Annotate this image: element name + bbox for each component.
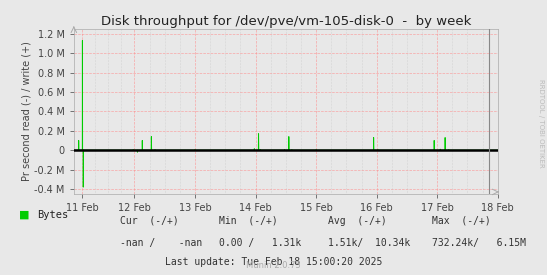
Text: RRDTOOL / TOBI OETIKER: RRDTOOL / TOBI OETIKER — [538, 79, 544, 168]
Text: ■: ■ — [19, 210, 30, 219]
Y-axis label: Pr second read (-) / write (+): Pr second read (-) / write (+) — [21, 42, 32, 181]
Text: Bytes: Bytes — [37, 210, 68, 219]
Text: Max  (-/+): Max (-/+) — [432, 216, 491, 226]
Text: Avg  (-/+): Avg (-/+) — [328, 216, 387, 226]
Text: 1.51k/  10.34k: 1.51k/ 10.34k — [328, 238, 410, 248]
Text: -nan /    -nan: -nan / -nan — [120, 238, 202, 248]
Title: Disk throughput for /dev/pve/vm-105-disk-0  -  by week: Disk throughput for /dev/pve/vm-105-disk… — [101, 15, 471, 28]
Text: Munin 2.0.75: Munin 2.0.75 — [246, 261, 301, 270]
Text: Min  (-/+): Min (-/+) — [219, 216, 277, 226]
Text: 0.00 /   1.31k: 0.00 / 1.31k — [219, 238, 301, 248]
Text: Cur  (-/+): Cur (-/+) — [120, 216, 179, 226]
Text: 732.24k/   6.15M: 732.24k/ 6.15M — [432, 238, 526, 248]
Text: Last update: Tue Feb 18 15:00:20 2025: Last update: Tue Feb 18 15:00:20 2025 — [165, 257, 382, 267]
